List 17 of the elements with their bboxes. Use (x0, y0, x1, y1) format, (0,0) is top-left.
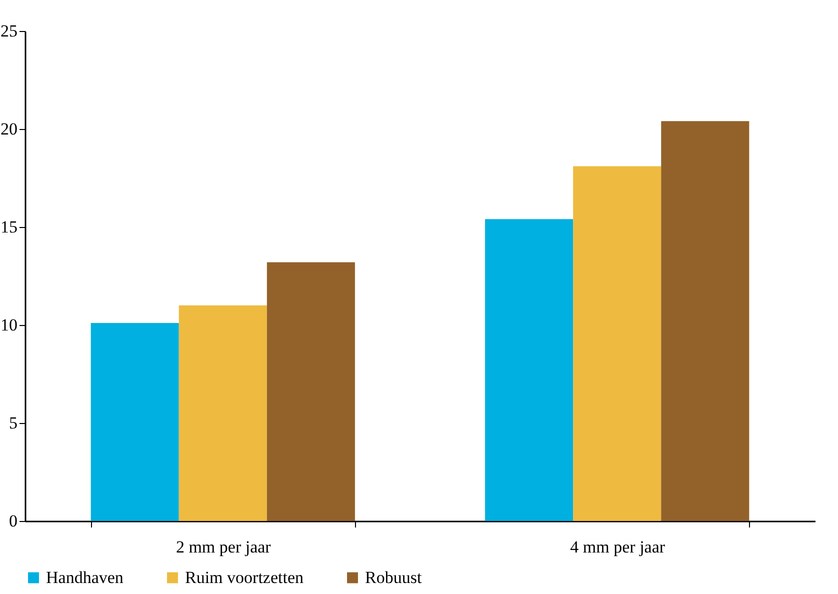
legend-label: Ruim voortzetten (185, 568, 304, 587)
bar (178, 305, 267, 521)
y-tick-label: 15 (0, 218, 18, 236)
x-tick-label: 2 mm per jaar (176, 538, 272, 556)
y-tick-label: 0 (9, 512, 18, 530)
y-tick-label: 20 (0, 120, 18, 138)
y-tick-label: 25 (0, 22, 18, 40)
legend-label: Handhaven (46, 568, 124, 587)
y-tick-label: 5 (9, 414, 18, 432)
bar (266, 262, 355, 521)
y-tick-label: 10 (0, 316, 18, 334)
bar (485, 219, 574, 521)
x-tick-label: 4 mm per jaar (570, 538, 666, 556)
bar (661, 121, 750, 521)
bar (90, 323, 179, 521)
legend-label: Robuust (365, 568, 422, 587)
bar (573, 166, 662, 521)
